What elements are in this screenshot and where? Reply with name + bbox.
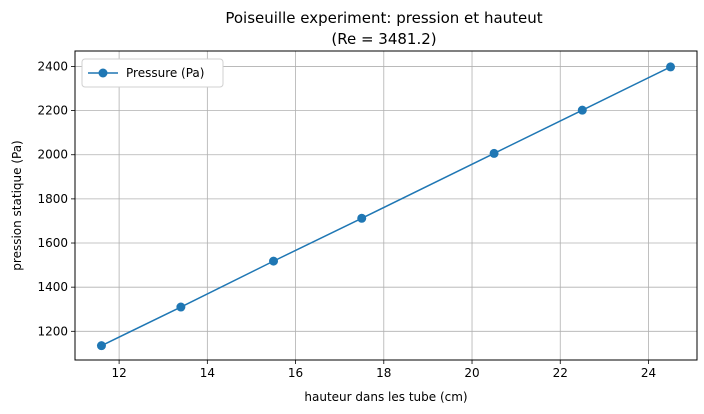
y-tick-label: 1600 (37, 236, 68, 250)
y-tick-label: 1800 (37, 192, 68, 206)
chart-subtitle: (Re = 3481.2) (331, 30, 436, 48)
x-tick-label: 20 (464, 366, 479, 380)
data-point (357, 213, 367, 223)
chart-title: Poiseuille experiment: pression et haute… (225, 9, 542, 27)
data-point (176, 302, 186, 312)
legend-box (81, 58, 224, 88)
x-tick-label: 14 (200, 366, 215, 380)
x-tick-label: 12 (111, 366, 126, 380)
legend-marker-swatch (98, 68, 108, 78)
y-tick-label: 1400 (37, 280, 68, 294)
x-tick-label: 18 (376, 366, 391, 380)
legend: Pressure (Pa) (81, 58, 224, 88)
plot-frame (74, 50, 698, 361)
data-point (489, 148, 499, 158)
data-point (96, 341, 106, 351)
y-tick-label: 1200 (37, 324, 68, 338)
y-axis-label: pression statique (Pa) (10, 140, 24, 270)
data-point (269, 256, 279, 266)
series-layer (96, 62, 676, 351)
x-axis-label: hauteur dans les tube (cm) (304, 390, 467, 404)
y-tick-label: 2000 (37, 148, 68, 162)
x-tick-label: 16 (288, 366, 303, 380)
legend-entry-label: Pressure (Pa) (126, 66, 204, 80)
x-tick-label: 24 (641, 366, 656, 380)
y-tick-label: 2200 (37, 104, 68, 118)
x-tick-label: 22 (553, 366, 568, 380)
grid (75, 51, 697, 360)
data-point (577, 105, 587, 115)
ticks: 12 14 16 18 20 22 24 1200 1400 1600 1800 2000 2200 24… (37, 59, 656, 380)
y-tick-label: 2400 (37, 59, 68, 73)
data-point (666, 62, 676, 72)
